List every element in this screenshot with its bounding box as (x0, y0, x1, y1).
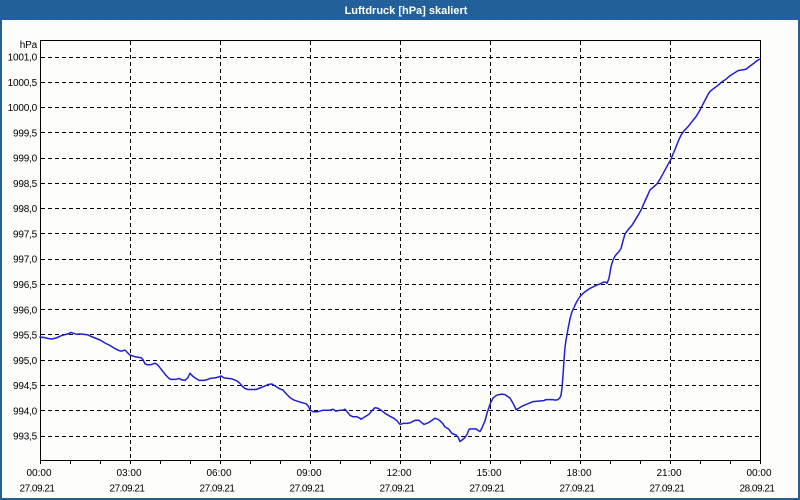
svg-text:12:00: 12:00 (386, 468, 411, 479)
svg-text:1001,0: 1001,0 (8, 53, 38, 64)
svg-text:994,0: 994,0 (13, 406, 38, 417)
svg-text:996,0: 996,0 (13, 305, 38, 316)
svg-text:998,0: 998,0 (13, 204, 38, 215)
svg-text:00:00: 00:00 (26, 468, 51, 479)
svg-text:27.09.21: 27.09.21 (560, 484, 596, 495)
svg-text:993,5: 993,5 (13, 432, 38, 443)
svg-text:999,5: 999,5 (13, 128, 38, 139)
svg-text:hPa: hPa (20, 40, 38, 51)
svg-text:998,5: 998,5 (13, 179, 38, 190)
svg-text:27.09.21: 27.09.21 (110, 484, 146, 495)
svg-text:999,0: 999,0 (13, 154, 38, 165)
svg-text:995,0: 995,0 (13, 356, 38, 367)
svg-text:27.09.21: 27.09.21 (290, 484, 326, 495)
svg-text:1000,0: 1000,0 (8, 103, 38, 114)
svg-text:00:00: 00:00 (746, 468, 771, 479)
svg-text:27.09.21: 27.09.21 (650, 484, 686, 495)
svg-text:09:00: 09:00 (296, 468, 321, 479)
svg-text:21:00: 21:00 (656, 468, 681, 479)
svg-text:997,5: 997,5 (13, 230, 38, 241)
svg-text:994,5: 994,5 (13, 381, 38, 392)
svg-text:27.09.21: 27.09.21 (200, 484, 236, 495)
svg-text:1000,5: 1000,5 (8, 78, 38, 89)
svg-text:27.09.21: 27.09.21 (20, 484, 56, 495)
svg-text:Luftdruck [hPa] skaliert: Luftdruck [hPa] skaliert (345, 5, 468, 17)
svg-text:997,0: 997,0 (13, 255, 38, 266)
svg-text:06:00: 06:00 (206, 468, 231, 479)
svg-text:27.09.21: 27.09.21 (380, 484, 416, 495)
svg-text:15:00: 15:00 (476, 468, 501, 479)
svg-text:18:00: 18:00 (566, 468, 591, 479)
svg-text:28.09.21: 28.09.21 (740, 484, 776, 495)
svg-text:27.09.21: 27.09.21 (470, 484, 506, 495)
svg-text:995,5: 995,5 (13, 331, 38, 342)
svg-text:03:00: 03:00 (116, 468, 141, 479)
svg-text:996,5: 996,5 (13, 280, 38, 291)
